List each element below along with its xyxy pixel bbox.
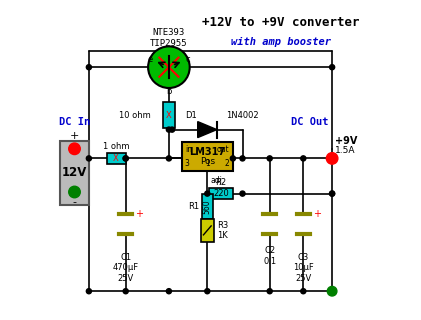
Circle shape <box>69 186 80 198</box>
Text: 220: 220 <box>213 189 229 198</box>
Text: R3
1K: R3 1K <box>217 221 228 240</box>
Text: Pos: Pos <box>200 156 215 166</box>
Text: C2
0.1: C2 0.1 <box>263 246 276 266</box>
Circle shape <box>230 156 235 161</box>
Circle shape <box>267 289 272 294</box>
Text: 2: 2 <box>225 159 230 169</box>
Text: 3: 3 <box>185 159 190 169</box>
Bar <box>201 219 214 242</box>
Text: +12V to +9V converter: +12V to +9V converter <box>202 16 360 29</box>
Circle shape <box>327 286 337 296</box>
Bar <box>60 141 89 205</box>
Circle shape <box>301 156 306 161</box>
Circle shape <box>240 191 245 196</box>
Text: 1.5A: 1.5A <box>335 146 356 155</box>
Circle shape <box>86 65 91 70</box>
Circle shape <box>326 153 338 164</box>
Text: D1: D1 <box>185 111 197 120</box>
Polygon shape <box>198 122 217 138</box>
Text: in: in <box>185 145 192 154</box>
Circle shape <box>69 143 80 155</box>
Circle shape <box>86 156 91 161</box>
Circle shape <box>205 191 210 196</box>
Text: +: + <box>135 209 143 220</box>
Bar <box>107 153 126 164</box>
Circle shape <box>240 156 245 161</box>
Circle shape <box>330 156 335 161</box>
Text: +: + <box>313 209 321 220</box>
Circle shape <box>267 156 272 161</box>
Text: C1
470μF
25V: C1 470μF 25V <box>113 253 139 283</box>
Text: DC In: DC In <box>59 116 90 127</box>
Text: 1N4002: 1N4002 <box>226 111 259 120</box>
Text: out: out <box>217 145 230 154</box>
Text: 560: 560 <box>203 199 212 214</box>
Circle shape <box>330 65 335 70</box>
Circle shape <box>148 46 190 88</box>
Text: X: X <box>113 154 119 163</box>
Text: C3
10μF
25V: C3 10μF 25V <box>293 253 314 283</box>
Circle shape <box>170 127 175 132</box>
Text: +: + <box>70 131 79 141</box>
Text: -: - <box>72 196 77 207</box>
Text: 10 ohm: 10 ohm <box>119 111 150 120</box>
Text: R1: R1 <box>188 202 199 211</box>
Circle shape <box>166 289 171 294</box>
Text: DC Out: DC Out <box>291 116 329 127</box>
Circle shape <box>166 156 171 161</box>
Circle shape <box>330 191 335 196</box>
Circle shape <box>330 156 335 161</box>
Circle shape <box>205 289 210 294</box>
Circle shape <box>166 127 171 132</box>
Text: NTE393
TIP2955: NTE393 TIP2955 <box>150 28 188 48</box>
Text: 1 ohm: 1 ohm <box>103 142 129 151</box>
Text: LM317: LM317 <box>189 148 225 157</box>
Circle shape <box>86 289 91 294</box>
Circle shape <box>330 191 335 196</box>
Text: e: e <box>147 55 152 64</box>
Bar <box>202 194 213 219</box>
Bar <box>163 102 175 128</box>
Text: R2: R2 <box>215 178 226 187</box>
Circle shape <box>123 289 128 294</box>
Text: b: b <box>166 87 172 96</box>
Text: +9V: +9V <box>335 136 358 146</box>
Text: with amp booster: with amp booster <box>231 36 331 47</box>
Text: adj.: adj. <box>210 176 225 185</box>
Bar <box>182 142 233 171</box>
Text: X: X <box>166 111 172 120</box>
Text: c: c <box>186 55 190 64</box>
Text: 12V: 12V <box>62 166 87 179</box>
Bar <box>209 188 233 199</box>
Circle shape <box>301 289 306 294</box>
Circle shape <box>123 156 128 161</box>
Text: 1: 1 <box>205 159 210 168</box>
Circle shape <box>123 156 128 161</box>
